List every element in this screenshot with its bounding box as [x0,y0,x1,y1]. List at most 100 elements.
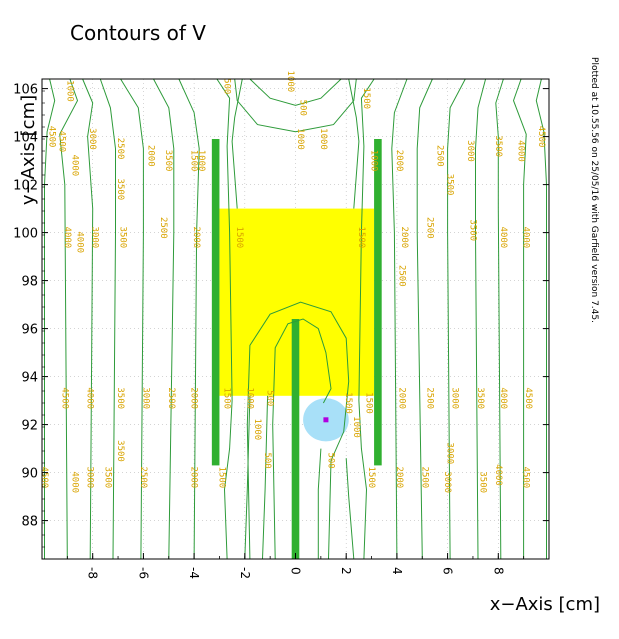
contour-label: 2500 [424,387,434,409]
contour-line [44,78,56,559]
contour-line [249,78,342,106]
contour-label: 1000 [295,128,305,150]
contour-label: 3000 [465,140,475,162]
chart-title: Contours of V [70,21,206,45]
contour-label: 2000 [146,145,156,167]
footnote: Plotted at 10.55.56 on 25/05/16 with Gar… [589,57,599,323]
contour-line [348,78,360,209]
x-axis-label: x−Axis [cm] [490,594,600,615]
contour-label: 3500 [115,387,125,409]
contour-label: 3500 [102,467,112,489]
contour-label: 2500 [419,467,429,489]
left-electrode [211,139,220,466]
contour-line [272,318,332,560]
x-tick-label: 6 [441,567,455,575]
magenta-marker [323,417,329,423]
right-electrode [374,139,382,466]
contour-label: 4500 [536,126,546,148]
contour-label: 4500 [57,131,67,153]
contour-label: 2500 [158,217,168,239]
contour-label: 1500 [364,392,374,414]
contour-label: 3500 [445,174,455,196]
contour-label: 1500 [343,392,353,414]
contour-line [345,458,355,560]
contour-label: 4000 [521,227,531,249]
contour-label: 4000 [85,387,95,409]
contour-line [216,78,233,560]
contour-label: 500 [262,452,272,468]
contour-label: 2500 [396,265,406,287]
contour-label: 3500 [115,440,125,462]
y-tick-label: 88 [21,515,38,530]
contour-line [317,448,322,559]
x-tick-label: -6 [136,567,150,579]
contour-label: 3000 [445,443,455,465]
contour-label: 2000 [191,227,201,249]
contour-line [246,301,350,560]
y-tick-label: 98 [21,275,38,290]
contour-label: 3500 [493,135,503,157]
x-tick-label: 8 [491,567,505,575]
contour-label: 1000 [318,128,328,150]
contour-label: 2000 [396,387,406,409]
contour-line [358,78,375,560]
contour-label: 500 [222,78,232,94]
contour-label: 3000 [450,387,460,409]
x-tick-label: 2 [339,567,353,575]
contour-label: 2000 [394,150,404,172]
y-tick-label: 102 [13,179,38,194]
y-axis-ticks: 88 90 92 94 96 98 100 102 104 106 [13,78,549,560]
contour-label: 3500 [478,471,488,493]
contour-label: 4500 [47,126,57,148]
contour-label: 3000 [87,128,97,150]
y-axis-label: y−Axis [cm] [18,95,39,205]
contour-label: 500 [265,390,275,406]
contour-label: 4000 [498,227,508,249]
contour-label: 1500 [234,227,244,249]
contour-label: 4500 [59,387,69,409]
y-tick-label: 96 [21,323,38,338]
contour-label: 500 [326,452,336,468]
y-tick-label: 100 [13,227,38,242]
contour-line [262,395,269,560]
x-tick-label: 0 [289,567,303,575]
contour-line [475,78,487,560]
contour-line [391,78,408,560]
contour-label: 3500 [467,219,477,241]
x-axis-ticks: -8 -6 -4 -2 0 2 4 6 8 [41,553,550,579]
contour-line [120,78,144,560]
contour-label: 1000 [64,80,74,102]
contour-line [244,395,251,560]
contour-label: 2500 [115,138,125,160]
contour-label: 2000 [399,227,409,249]
contour-label: 1000 [196,150,206,172]
contour-label: 1000 [285,71,295,93]
contour-line [82,78,94,560]
contour-label: 1500 [361,87,371,109]
contour-label: 3000 [140,387,150,409]
contour-label: 1500 [356,227,366,249]
y-tick-label: 104 [13,131,38,146]
contour-line [512,78,527,559]
y-tick-label: 90 [21,467,38,482]
contour-line [59,78,79,560]
contour-label: 4000 [69,155,79,177]
contour-label: 3000 [85,467,95,489]
contour-label: 1000 [244,387,254,409]
contour-label: 1500 [366,467,376,489]
x-tick-label: -4 [187,567,201,579]
y-tick-label: 92 [21,419,38,434]
y-tick-label: 94 [21,371,38,386]
contour-label: 2000 [189,387,199,409]
contour-label: 4000 [69,471,79,493]
contour-label: 4000 [516,140,526,162]
contour-line [99,78,116,560]
contour-line [234,78,357,133]
contour-label: 4000 [498,387,508,409]
x-tick-label: 4 [390,567,404,575]
contour-line [535,78,547,559]
contour-label: 1000 [369,150,379,172]
y-tick-label: 106 [13,83,38,98]
